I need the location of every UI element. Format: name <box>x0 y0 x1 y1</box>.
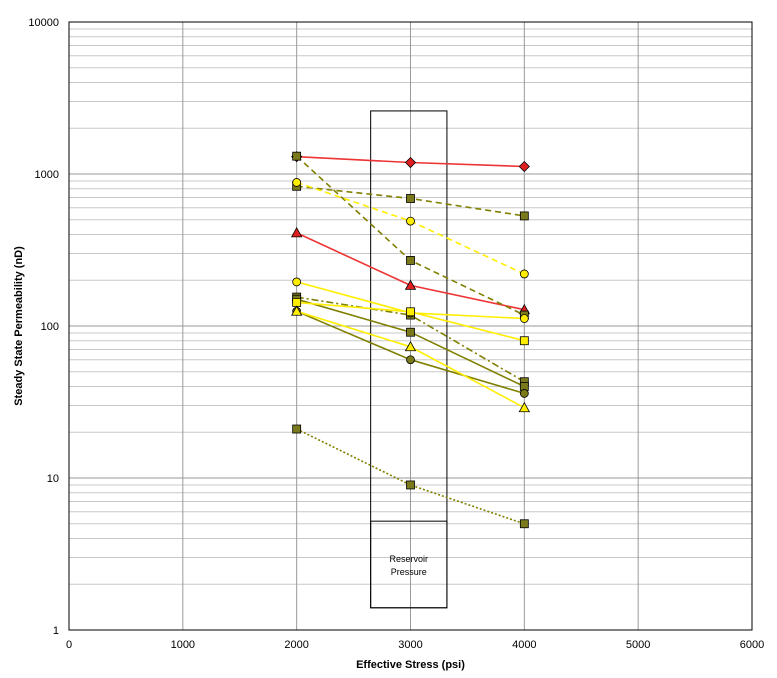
x-tick-label: 2000 <box>284 639 308 651</box>
data-point-square <box>406 307 415 317</box>
data-point-circle <box>406 216 415 226</box>
series-8 <box>292 424 529 529</box>
annotation-text-line-2: Pressure <box>391 567 427 577</box>
data-point-square <box>519 519 529 529</box>
data-point-square <box>292 151 302 161</box>
x-tick-label: 6000 <box>740 639 764 651</box>
y-tick-label: 1000 <box>35 169 59 181</box>
y-tick-label: 100 <box>41 321 59 333</box>
data-point-square <box>406 480 415 490</box>
y-tick-label: 1 <box>53 625 59 637</box>
data-point-square <box>406 256 415 265</box>
data-point-square <box>406 194 415 203</box>
y-tick-label: 10000 <box>28 17 59 29</box>
y-axis-title: Steady State Permeability (nD) <box>13 246 25 406</box>
data-point-triangle <box>290 305 303 316</box>
reservoir-pressure-label-box <box>370 520 448 609</box>
x-tick-label: 3000 <box>398 639 422 651</box>
data-point-square <box>406 327 415 337</box>
data-point-diamond <box>404 156 417 169</box>
series-group <box>290 151 531 529</box>
data-point-circle <box>292 178 302 187</box>
data-point-circle <box>519 269 529 279</box>
data-point-circle <box>292 277 302 287</box>
data-point-square <box>292 297 302 307</box>
data-point-triangle <box>518 401 531 413</box>
series-9 <box>292 178 529 279</box>
plot-area-border <box>68 21 753 631</box>
data-point-circle <box>519 314 529 323</box>
x-axis-title: Effective Stress (psi) <box>356 659 465 671</box>
series-12 <box>290 305 531 413</box>
annotation-text-line-1: Reservoir <box>390 554 429 564</box>
tick-labels: 0 1000 2000 3000 4000 5000 6000 1 10 100 1000 10000 <box>28 17 764 651</box>
data-point-triangle <box>404 340 417 352</box>
data-point-square <box>519 211 529 221</box>
data-point-square <box>292 424 302 434</box>
x-tick-label: 0 <box>66 639 72 651</box>
x-tick-label: 5000 <box>626 639 650 651</box>
data-point-triangle <box>404 279 417 290</box>
y-tick-label: 10 <box>47 473 59 485</box>
data-point-circle <box>519 389 529 398</box>
x-tick-label: 1000 <box>171 639 195 651</box>
data-point-circle <box>406 355 415 365</box>
data-point-triangle <box>290 227 303 238</box>
data-point-square <box>519 336 529 346</box>
grid <box>68 22 753 631</box>
reservoir-pressure-annotation: Reservoir Pressure <box>370 110 448 609</box>
data-point-diamond <box>518 160 530 173</box>
x-tick-label: 4000 <box>512 639 536 651</box>
